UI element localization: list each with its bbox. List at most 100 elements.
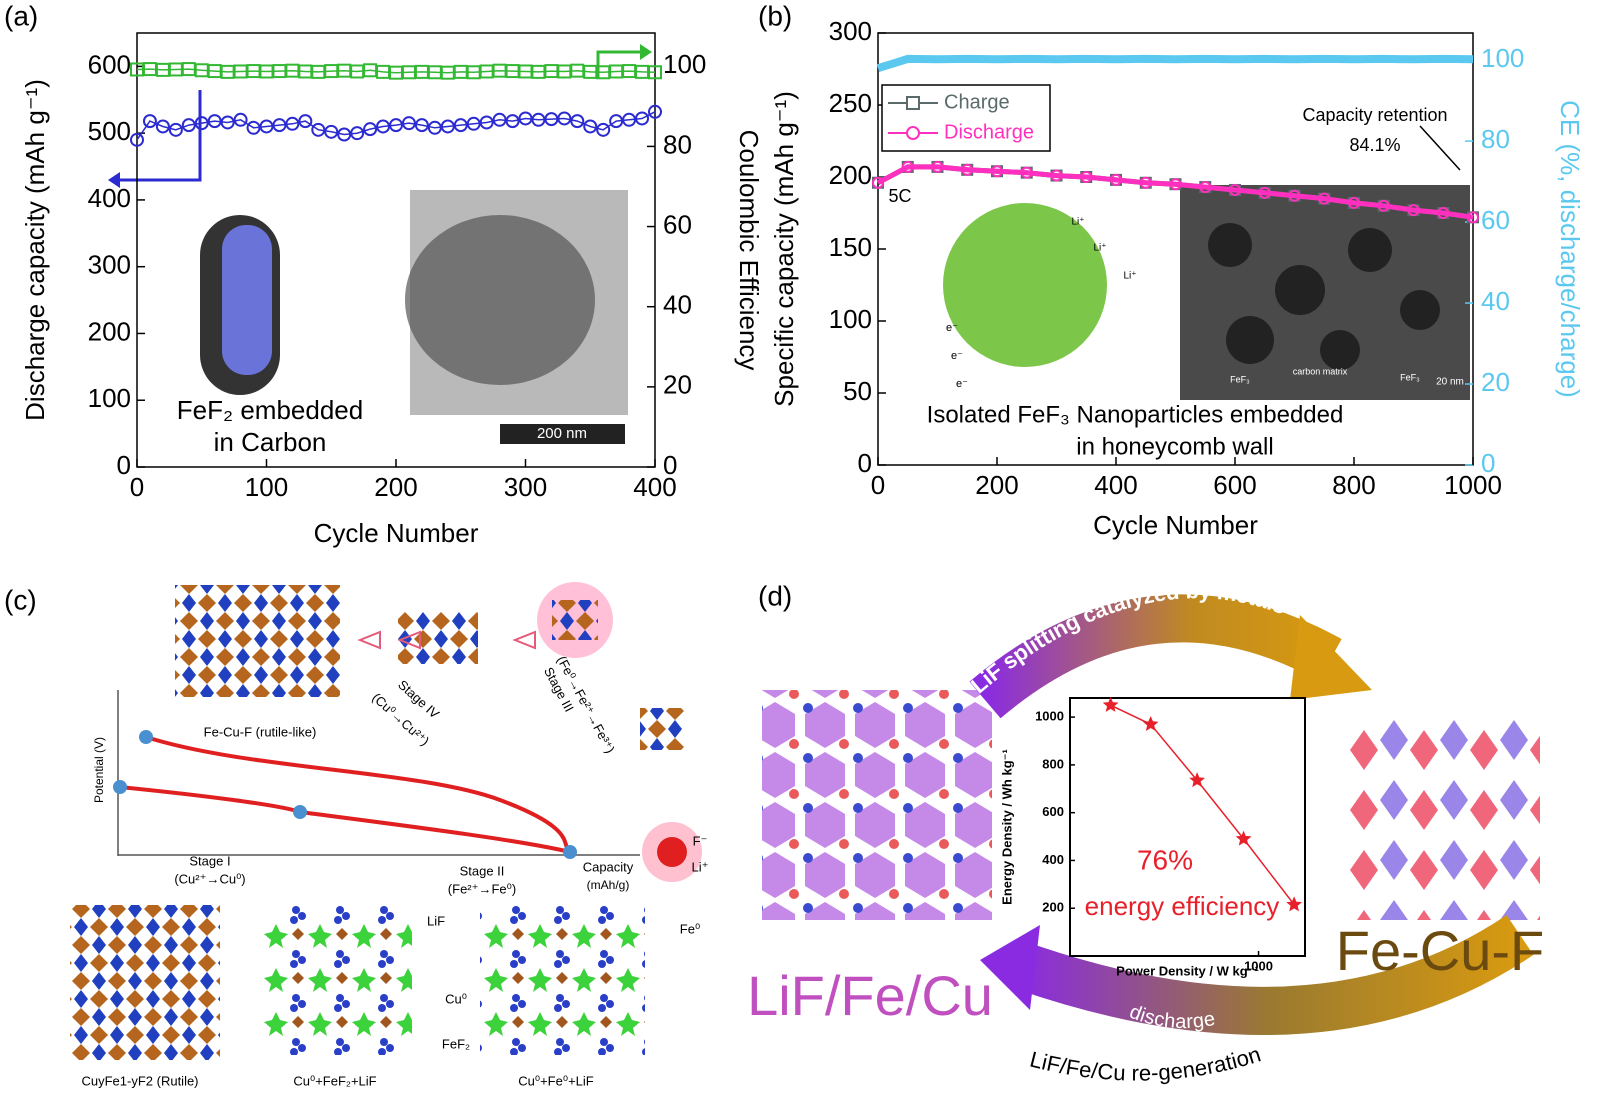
marker xyxy=(648,65,662,80)
y2-tick-label: 80 xyxy=(1481,124,1510,154)
y-axis-title: Energy Density / Wh kg⁻¹ xyxy=(999,749,1014,905)
y2-tick-label: 100 xyxy=(1481,43,1524,73)
marker xyxy=(1139,176,1152,189)
y2-tick-label: 80 xyxy=(663,129,692,159)
pointer xyxy=(1419,125,1461,171)
y-tick-label: 600 xyxy=(88,49,131,79)
annotation: FeF₃ xyxy=(1230,374,1250,384)
marker xyxy=(142,114,157,129)
marker xyxy=(1102,696,1119,712)
series-line xyxy=(136,68,656,74)
x-tick-label: 800 xyxy=(1332,470,1375,500)
annotation: carbon matrix xyxy=(1293,366,1348,376)
y2-tick-label: 60 xyxy=(663,209,692,239)
annotation: FeF₂ embedded xyxy=(177,395,363,425)
legend-label: Discharge xyxy=(944,121,1034,143)
marker xyxy=(1080,171,1093,183)
panel-d-decor xyxy=(762,594,1540,1035)
marker xyxy=(1110,173,1122,186)
x-tick-label: 1000 xyxy=(1444,470,1502,500)
diagram-label: Stage II xyxy=(460,863,505,878)
series-line xyxy=(136,111,656,141)
y-tick-label: 150 xyxy=(829,232,872,262)
y-tick-label: 100 xyxy=(88,383,131,413)
y2-axis-title: CE (%, discharge/charge) xyxy=(1555,100,1585,398)
x-tick-label: 200 xyxy=(374,472,417,502)
material-label: Fe-Cu-F xyxy=(1336,919,1544,982)
marker xyxy=(233,112,248,127)
marker xyxy=(259,119,274,134)
legend-marker xyxy=(906,126,920,140)
diagram-label: FeF₂ xyxy=(442,1036,470,1051)
marker xyxy=(246,120,261,135)
arrowhead xyxy=(640,44,652,60)
curved-text: LiF/Fe/Cu re-generation xyxy=(1027,1041,1263,1085)
annotation: e⁻ xyxy=(956,378,968,390)
marker xyxy=(991,165,1003,178)
annotation: e⁻ xyxy=(946,322,958,334)
marker xyxy=(1467,211,1479,224)
panel-label: (a) xyxy=(4,0,38,31)
marker xyxy=(1348,196,1360,209)
marker xyxy=(1286,896,1303,912)
diagram-label: Fe⁰ xyxy=(680,921,700,936)
annotation: FeF₃ xyxy=(1400,372,1420,382)
panel-c-decor xyxy=(70,582,702,1060)
annotation: in honeycomb wall xyxy=(1076,433,1273,460)
marker xyxy=(505,114,520,129)
diagram-label: Potential (V) xyxy=(92,737,106,803)
marker xyxy=(1437,207,1450,219)
panel-b-decor xyxy=(943,125,1470,400)
annotation: Li⁺ xyxy=(1093,243,1106,254)
x-tick-label: 300 xyxy=(504,472,547,502)
marker xyxy=(207,114,222,129)
y-tick-label: 600 xyxy=(1042,804,1064,819)
marker xyxy=(337,127,352,142)
panel-a-decor xyxy=(108,44,652,444)
y-tick-label: 300 xyxy=(88,250,131,280)
y2-tick-label: 60 xyxy=(1481,205,1510,235)
y2-axis-title: Coulombic Efficiency xyxy=(734,130,764,371)
annotation: 200 nm xyxy=(537,425,587,442)
marker xyxy=(1288,189,1301,202)
arrow xyxy=(120,90,202,182)
marker xyxy=(181,118,196,133)
annotation: in Carbon xyxy=(214,427,327,457)
legend-marker xyxy=(906,96,920,110)
x-tick-label: 100 xyxy=(245,472,288,502)
y2-tick-label: 0 xyxy=(1481,448,1495,478)
marker xyxy=(872,176,884,189)
marker xyxy=(376,119,391,134)
marker xyxy=(557,111,572,126)
legend-label: Charge xyxy=(944,91,1010,113)
y-tick-label: 250 xyxy=(829,88,872,118)
panel-label: (b) xyxy=(758,0,792,31)
marker xyxy=(272,118,287,133)
marker xyxy=(1020,166,1033,179)
y2-tick-label: 20 xyxy=(663,370,692,400)
diagram-label: CuyFe1-yF2 (Rutile) xyxy=(81,1073,198,1088)
curved-label: LiF/Fe/Cu re-generation xyxy=(1027,1041,1263,1085)
diagram-label: Cu⁰+Fe⁰+LiF xyxy=(518,1073,594,1088)
annotation: Li⁺ xyxy=(1071,217,1084,228)
marker xyxy=(635,111,650,126)
marker xyxy=(427,120,442,135)
marker xyxy=(596,122,611,137)
y-tick-label: 400 xyxy=(88,183,131,213)
marker xyxy=(901,160,914,173)
diagram-label: (mAh/g) xyxy=(587,878,630,892)
marker xyxy=(440,119,455,134)
marker xyxy=(1229,183,1241,196)
annotation: 20 nm xyxy=(1436,377,1464,388)
marker xyxy=(194,116,209,131)
annotation: energy efficiency xyxy=(1085,891,1280,921)
marker xyxy=(168,122,183,137)
x-tick-label: 0 xyxy=(130,472,144,502)
tem-blob xyxy=(405,215,595,385)
marker xyxy=(570,114,585,129)
marker xyxy=(1189,772,1206,788)
y-tick-label: 50 xyxy=(843,376,872,406)
charge-arrow xyxy=(969,594,1342,719)
annotation: 5C xyxy=(888,186,911,206)
